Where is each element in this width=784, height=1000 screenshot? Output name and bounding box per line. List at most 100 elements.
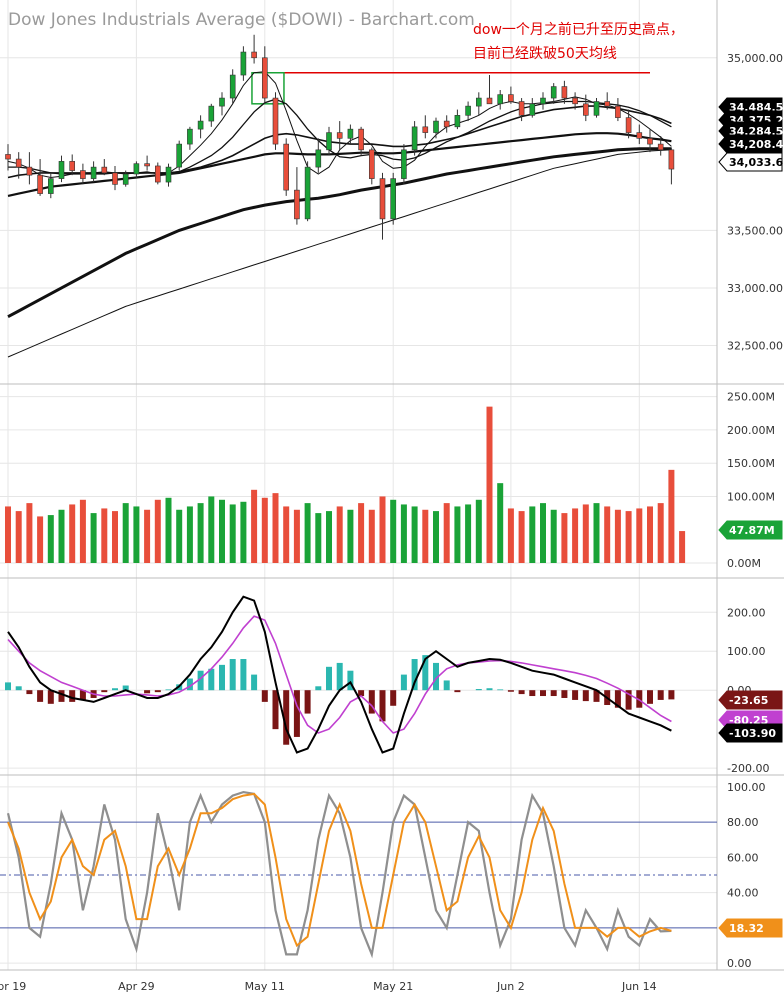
candle-body	[465, 105, 471, 116]
candle-body	[69, 161, 75, 171]
macd-histogram-bar	[304, 690, 311, 714]
candle-body	[240, 51, 247, 76]
volume-bar	[5, 506, 11, 563]
x-tick-label: Jun 2	[496, 980, 525, 993]
macd-histogram-bar	[668, 690, 675, 700]
volume-bar	[368, 509, 375, 563]
candle-body	[90, 166, 97, 179]
candle-body	[47, 178, 54, 194]
candle-body	[508, 94, 514, 102]
macd-histogram-bar	[475, 689, 482, 691]
macd-histogram-bar	[251, 674, 258, 691]
candle-body	[636, 132, 643, 139]
candle-body	[561, 86, 568, 99]
volume-bar	[540, 503, 546, 563]
candle-body	[625, 117, 632, 133]
x-tick-label: Apr 29	[118, 980, 155, 993]
candle-body	[540, 97, 546, 105]
candle-body	[101, 166, 108, 174]
macd-histogram-bar	[550, 690, 557, 697]
candle-body	[475, 97, 482, 107]
volume-bar	[208, 496, 215, 563]
annotation-line-1: dow一个月之前已升至历史高点，	[473, 22, 684, 38]
candle-body	[486, 97, 493, 105]
candle-body	[58, 161, 65, 179]
macd-histogram-bar	[561, 690, 568, 698]
candle-body	[582, 103, 589, 116]
candle-body	[657, 143, 664, 151]
volume-bar	[90, 513, 97, 563]
macd-histogram-bar	[336, 662, 343, 691]
stoch-value-tag: 18.32	[729, 922, 764, 935]
stoch-tick-label: 60.00	[727, 851, 759, 864]
candle-body	[379, 178, 386, 220]
volume-bar	[636, 508, 643, 563]
volume-bar	[26, 503, 33, 563]
candle-body	[668, 149, 675, 170]
macd-histogram-bar	[272, 690, 279, 730]
macd-histogram-bar	[240, 659, 247, 691]
candle-body	[229, 74, 236, 99]
stoch-tick-label: 0.00	[727, 957, 752, 970]
volume-bar	[69, 504, 76, 563]
volume-bar	[486, 406, 493, 563]
candle-body	[272, 97, 279, 145]
candle-body	[112, 172, 118, 185]
candle-body	[422, 126, 429, 133]
x-tick-label: Apr 19	[0, 980, 26, 993]
volume-bar	[347, 509, 354, 563]
volume-bar	[454, 506, 461, 563]
macd-tick-label: -200.00	[727, 762, 769, 775]
macd-histogram-bar	[5, 682, 11, 691]
candle-body	[133, 163, 140, 175]
macd-histogram-bar	[582, 690, 589, 702]
macd-signal-line	[7, 615, 672, 734]
volume-bar	[165, 497, 172, 563]
volume-bar	[582, 504, 589, 563]
volume-tick-label: 150.00M	[727, 457, 775, 470]
candle-body	[326, 132, 332, 151]
volume-bar	[411, 506, 418, 563]
volume-bar	[647, 506, 653, 563]
candle-body	[347, 128, 354, 139]
volume-bar	[251, 489, 258, 563]
volume-bar	[529, 506, 536, 563]
candle-body	[283, 143, 290, 191]
macd-tick-label: 200.00	[727, 606, 766, 619]
volume-bar	[475, 499, 482, 563]
macd-histogram-bar	[518, 690, 525, 695]
chart-title: Dow Jones Industrials Average ($DOWI) - …	[8, 10, 475, 30]
volume-tick-label: 0.00M	[727, 557, 761, 570]
volume-bar	[668, 469, 675, 563]
candle-body	[550, 86, 557, 99]
volume-bar	[657, 503, 664, 563]
macd-histogram-bar	[497, 689, 504, 691]
volume-bar	[507, 508, 514, 563]
price-value-tag: 34,033.67	[729, 156, 784, 169]
x-tick-label: May 21	[373, 980, 413, 993]
volume-bar	[240, 501, 247, 563]
volume-bar	[614, 509, 621, 563]
macd-histogram-bar	[165, 689, 172, 691]
macd-histogram-bar	[614, 690, 621, 708]
volume-bar	[400, 504, 407, 563]
macd-histogram-bar	[507, 690, 514, 692]
candle-body	[80, 170, 86, 179]
macd-histogram-bar	[37, 690, 44, 702]
volume-bar	[154, 499, 161, 563]
volume-bar	[293, 509, 300, 563]
volume-tick-label: 200.00M	[727, 424, 775, 437]
volume-tick-label: 250.00M	[727, 391, 775, 404]
candle-body	[454, 115, 461, 128]
macd-histogram-bar	[101, 690, 108, 693]
volume-bar	[176, 509, 183, 563]
candle-body	[411, 126, 418, 151]
volume-bar	[229, 504, 236, 563]
moving-average-line	[7, 147, 672, 319]
volume-bar	[101, 508, 108, 563]
candle-body	[368, 149, 375, 179]
macd-histogram-bar	[625, 690, 632, 710]
volume-value-tag: 47.87M	[729, 524, 775, 537]
macd-histogram-bar	[26, 690, 33, 695]
candle-body	[401, 149, 407, 179]
